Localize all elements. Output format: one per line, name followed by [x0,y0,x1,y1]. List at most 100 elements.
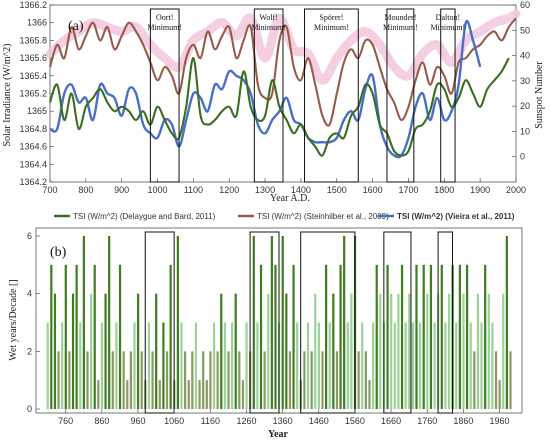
x-tick-label: 1800 [434,185,454,195]
bar [462,293,465,409]
b-y-tick-label: 2 [27,346,32,356]
bar [292,264,295,409]
bar [198,380,201,409]
bar [238,351,241,409]
minimum-label-dalton: Dalton! [436,13,460,22]
bar [364,351,367,409]
bar [176,236,179,409]
bar [509,351,512,409]
y-tick-label: 1365 [27,106,47,116]
b-x-tick-label: 1960 [490,416,510,426]
x-tick-label: 1000 [148,185,168,195]
minimum-sublabel-oort: Minimum! [147,23,182,32]
bar [223,322,226,409]
minimum-label-oort: Oort! [156,13,173,22]
bar [321,351,324,409]
sunspot-band [45,9,521,85]
legend-label-steinhilber: TSI (W/m^2) (Steinhilber et al., 2009) [257,212,389,221]
minimum-box-oort [149,8,180,183]
y-right-tick-label: 50 [520,25,530,35]
bar [216,351,219,409]
bar [53,293,57,409]
x-tick-label: 1600 [363,185,383,195]
bar [151,351,154,409]
bar [93,264,96,409]
bar [408,293,411,409]
bar [306,322,310,409]
bar [426,293,429,409]
bar [46,322,49,409]
bar [252,236,255,409]
bar [296,322,299,409]
bar [335,351,339,409]
panel-a-ylabel-right: Sunspot Number [534,61,545,129]
bar [234,293,237,409]
b-y-tick-label: 6 [27,231,32,241]
bar [325,264,328,409]
bar [191,351,194,409]
bar [386,264,389,409]
y-right-tick-label: 10 [520,126,530,136]
minimum-label-wolf: Wolf! [259,13,277,22]
bar [332,293,335,409]
y-tick-label: 1364.4 [19,159,47,169]
x-tick-label: 2000 [506,185,526,195]
bar [317,322,320,409]
bar [61,322,64,409]
bar [419,322,422,409]
panel-a-xlabel: Year A.D. [270,193,310,204]
y-tick-label: 1366 [27,18,47,28]
bar [100,322,104,409]
panel-b-x-ticks: 760 860 960 1060 1160 1260 1360 1460 1560 1660 176… [58,409,510,426]
minimum-sublabel-sporer: Minimum! [314,23,349,32]
y-right-tick-label: 40 [520,51,530,61]
panel-b-label: (b) [50,245,67,260]
bar [491,322,494,409]
bar [458,264,461,409]
bar [82,236,85,409]
series-line-delaygue [49,57,510,157]
bar [400,264,404,409]
b-x-tick-label: 860 [94,416,109,426]
bar [455,322,458,409]
y-tick-label: 1365.8 [19,35,47,45]
bar [270,236,273,409]
bar [187,380,190,409]
bar [480,322,483,409]
minimum-label-sporer: Spörer! [319,13,343,22]
b-x-tick-label: 1760 [417,416,437,426]
y-tick-label: 1364.8 [19,124,47,134]
bar [346,322,349,409]
b-x-tick-label: 1260 [236,416,256,426]
x-tick-label: 1500 [327,185,347,195]
panel-a-y-ticks-right: 0 10 20 30 40 50 60 [520,0,530,162]
legend-label-vieira: TSI (W/m^2) (Vieira et al., 2011) [397,212,515,221]
bar [241,380,245,409]
minimum-label-maunder: Mounder! [384,13,416,22]
minimum-sublabel-wolf: Minimum! [251,23,286,32]
bar [274,264,277,409]
panel-b-y-ticks: 0 2 4 6 [27,231,40,414]
bar [75,264,78,409]
bar [447,293,451,409]
bar [90,293,93,409]
bar [147,322,151,409]
y-right-tick-label: 0 [520,152,525,162]
bar [288,351,292,409]
bar [129,351,132,409]
bar [379,293,382,409]
bar [390,293,393,409]
bar [328,322,331,409]
minimum-sublabel-maunder: Minimum! [383,23,418,32]
bar [314,293,317,409]
y-tick-label: 1366.2 [19,0,47,10]
bar [108,236,111,409]
minimum-box-wolf [253,8,284,183]
x-tick-label: 1200 [219,185,239,195]
bar [375,264,378,409]
bar [57,351,60,409]
bar [256,322,259,409]
bar [64,264,67,409]
bar [71,293,75,409]
bar [310,351,313,409]
